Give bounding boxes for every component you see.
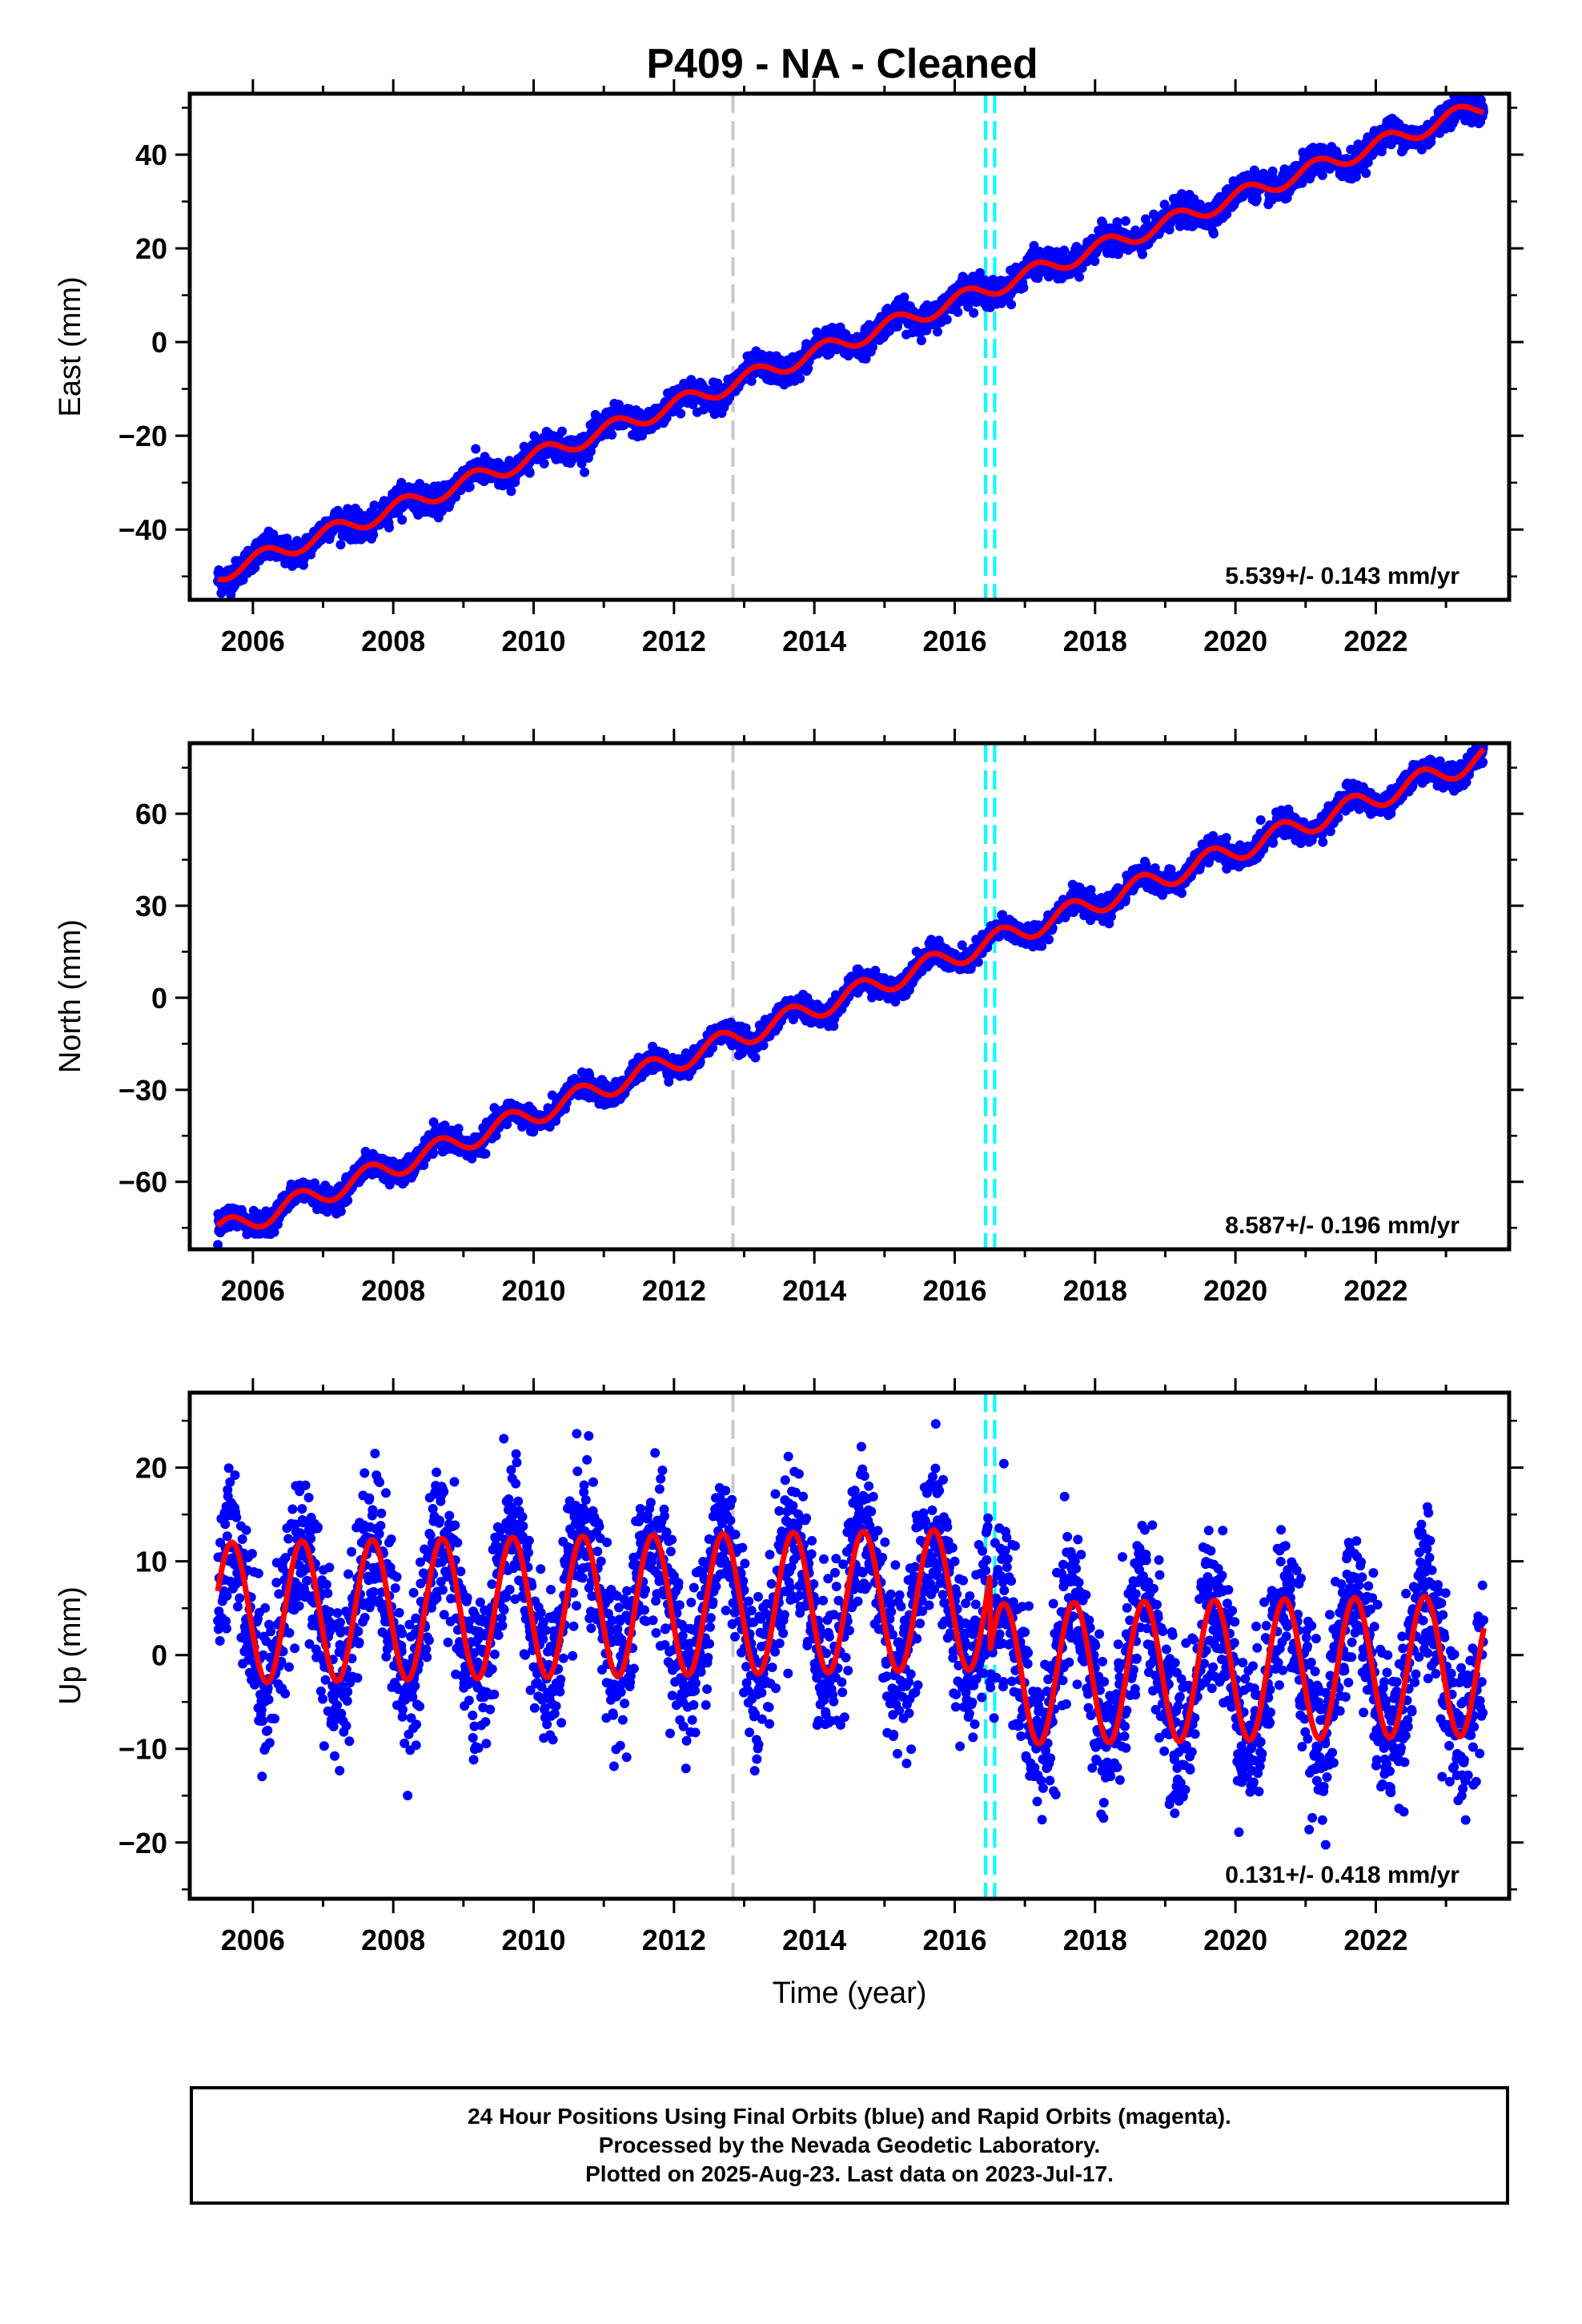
x-tick-label: 2022 bbox=[1343, 625, 1407, 657]
data-point bbox=[451, 492, 461, 502]
data-point bbox=[795, 373, 805, 384]
data-point bbox=[661, 413, 672, 423]
y-tick-label: 20 bbox=[135, 232, 167, 265]
data-point bbox=[676, 408, 686, 419]
data-point bbox=[1251, 194, 1262, 204]
data-point bbox=[343, 1196, 353, 1205]
y-tick-label: −40 bbox=[118, 513, 167, 546]
y-axis-label: East (mm) bbox=[54, 276, 87, 416]
data-point bbox=[464, 481, 475, 492]
y-tick-label: 0 bbox=[151, 326, 167, 359]
north-panel: 2006 2008 2010 2012 2014 2016 2018 2020 2022−60−… bbox=[54, 729, 1524, 1307]
data-point bbox=[586, 446, 596, 456]
data-point bbox=[557, 426, 567, 436]
data-point bbox=[969, 308, 979, 318]
data-point bbox=[453, 1124, 464, 1134]
data-point bbox=[268, 529, 279, 540]
east-panel: 2006 2008 2010 2012 2014 2016 2018 2020 2022 −40 −… bbox=[54, 79, 1524, 657]
data-point bbox=[1018, 283, 1029, 293]
data-point bbox=[933, 327, 942, 337]
x-tick-label: 2010 bbox=[501, 625, 565, 657]
data-point bbox=[480, 1148, 491, 1159]
data-point bbox=[580, 467, 590, 477]
x-tick-label: 2020 bbox=[1203, 625, 1267, 657]
data-point bbox=[335, 540, 346, 550]
data-points bbox=[213, 94, 1488, 600]
data-point bbox=[953, 307, 963, 317]
data-point bbox=[607, 429, 617, 440]
data-point bbox=[942, 315, 952, 324]
data-point bbox=[250, 562, 260, 573]
y-tick-label: 40 bbox=[135, 139, 167, 171]
data-point bbox=[590, 409, 600, 420]
x-tick-label: 2016 bbox=[922, 625, 986, 657]
data-point bbox=[529, 431, 540, 441]
data-point bbox=[539, 458, 549, 468]
figure-title: P409 - NA - Cleaned bbox=[646, 41, 1038, 87]
x-tick-label: 2012 bbox=[642, 625, 706, 657]
data-point bbox=[368, 529, 379, 540]
data-point bbox=[1074, 271, 1085, 282]
data-point bbox=[428, 1148, 439, 1158]
data-point bbox=[1361, 168, 1371, 179]
data-point bbox=[506, 486, 516, 497]
data-point bbox=[1059, 245, 1070, 255]
data-point bbox=[335, 1206, 346, 1216]
data-point bbox=[524, 468, 535, 478]
data-point bbox=[1317, 170, 1327, 180]
data-point bbox=[471, 444, 481, 454]
x-tick-label: 2014 bbox=[782, 625, 846, 657]
data-point bbox=[1209, 228, 1219, 239]
data-point bbox=[1120, 216, 1130, 226]
data-point bbox=[397, 515, 408, 525]
data-point bbox=[1090, 256, 1100, 267]
x-tick-label: 2008 bbox=[361, 625, 425, 657]
data-point bbox=[1006, 300, 1017, 310]
x-tick-label: 2006 bbox=[221, 625, 285, 657]
x-tick-label: 2018 bbox=[1063, 625, 1127, 657]
y-tick-label: −20 bbox=[118, 420, 167, 452]
data-point bbox=[384, 522, 394, 533]
data-point bbox=[916, 336, 926, 346]
data-point bbox=[369, 501, 379, 510]
data-point bbox=[1138, 249, 1147, 259]
velocity-annotation: 5.539+/- 0.143 mm/yr bbox=[1225, 563, 1460, 589]
